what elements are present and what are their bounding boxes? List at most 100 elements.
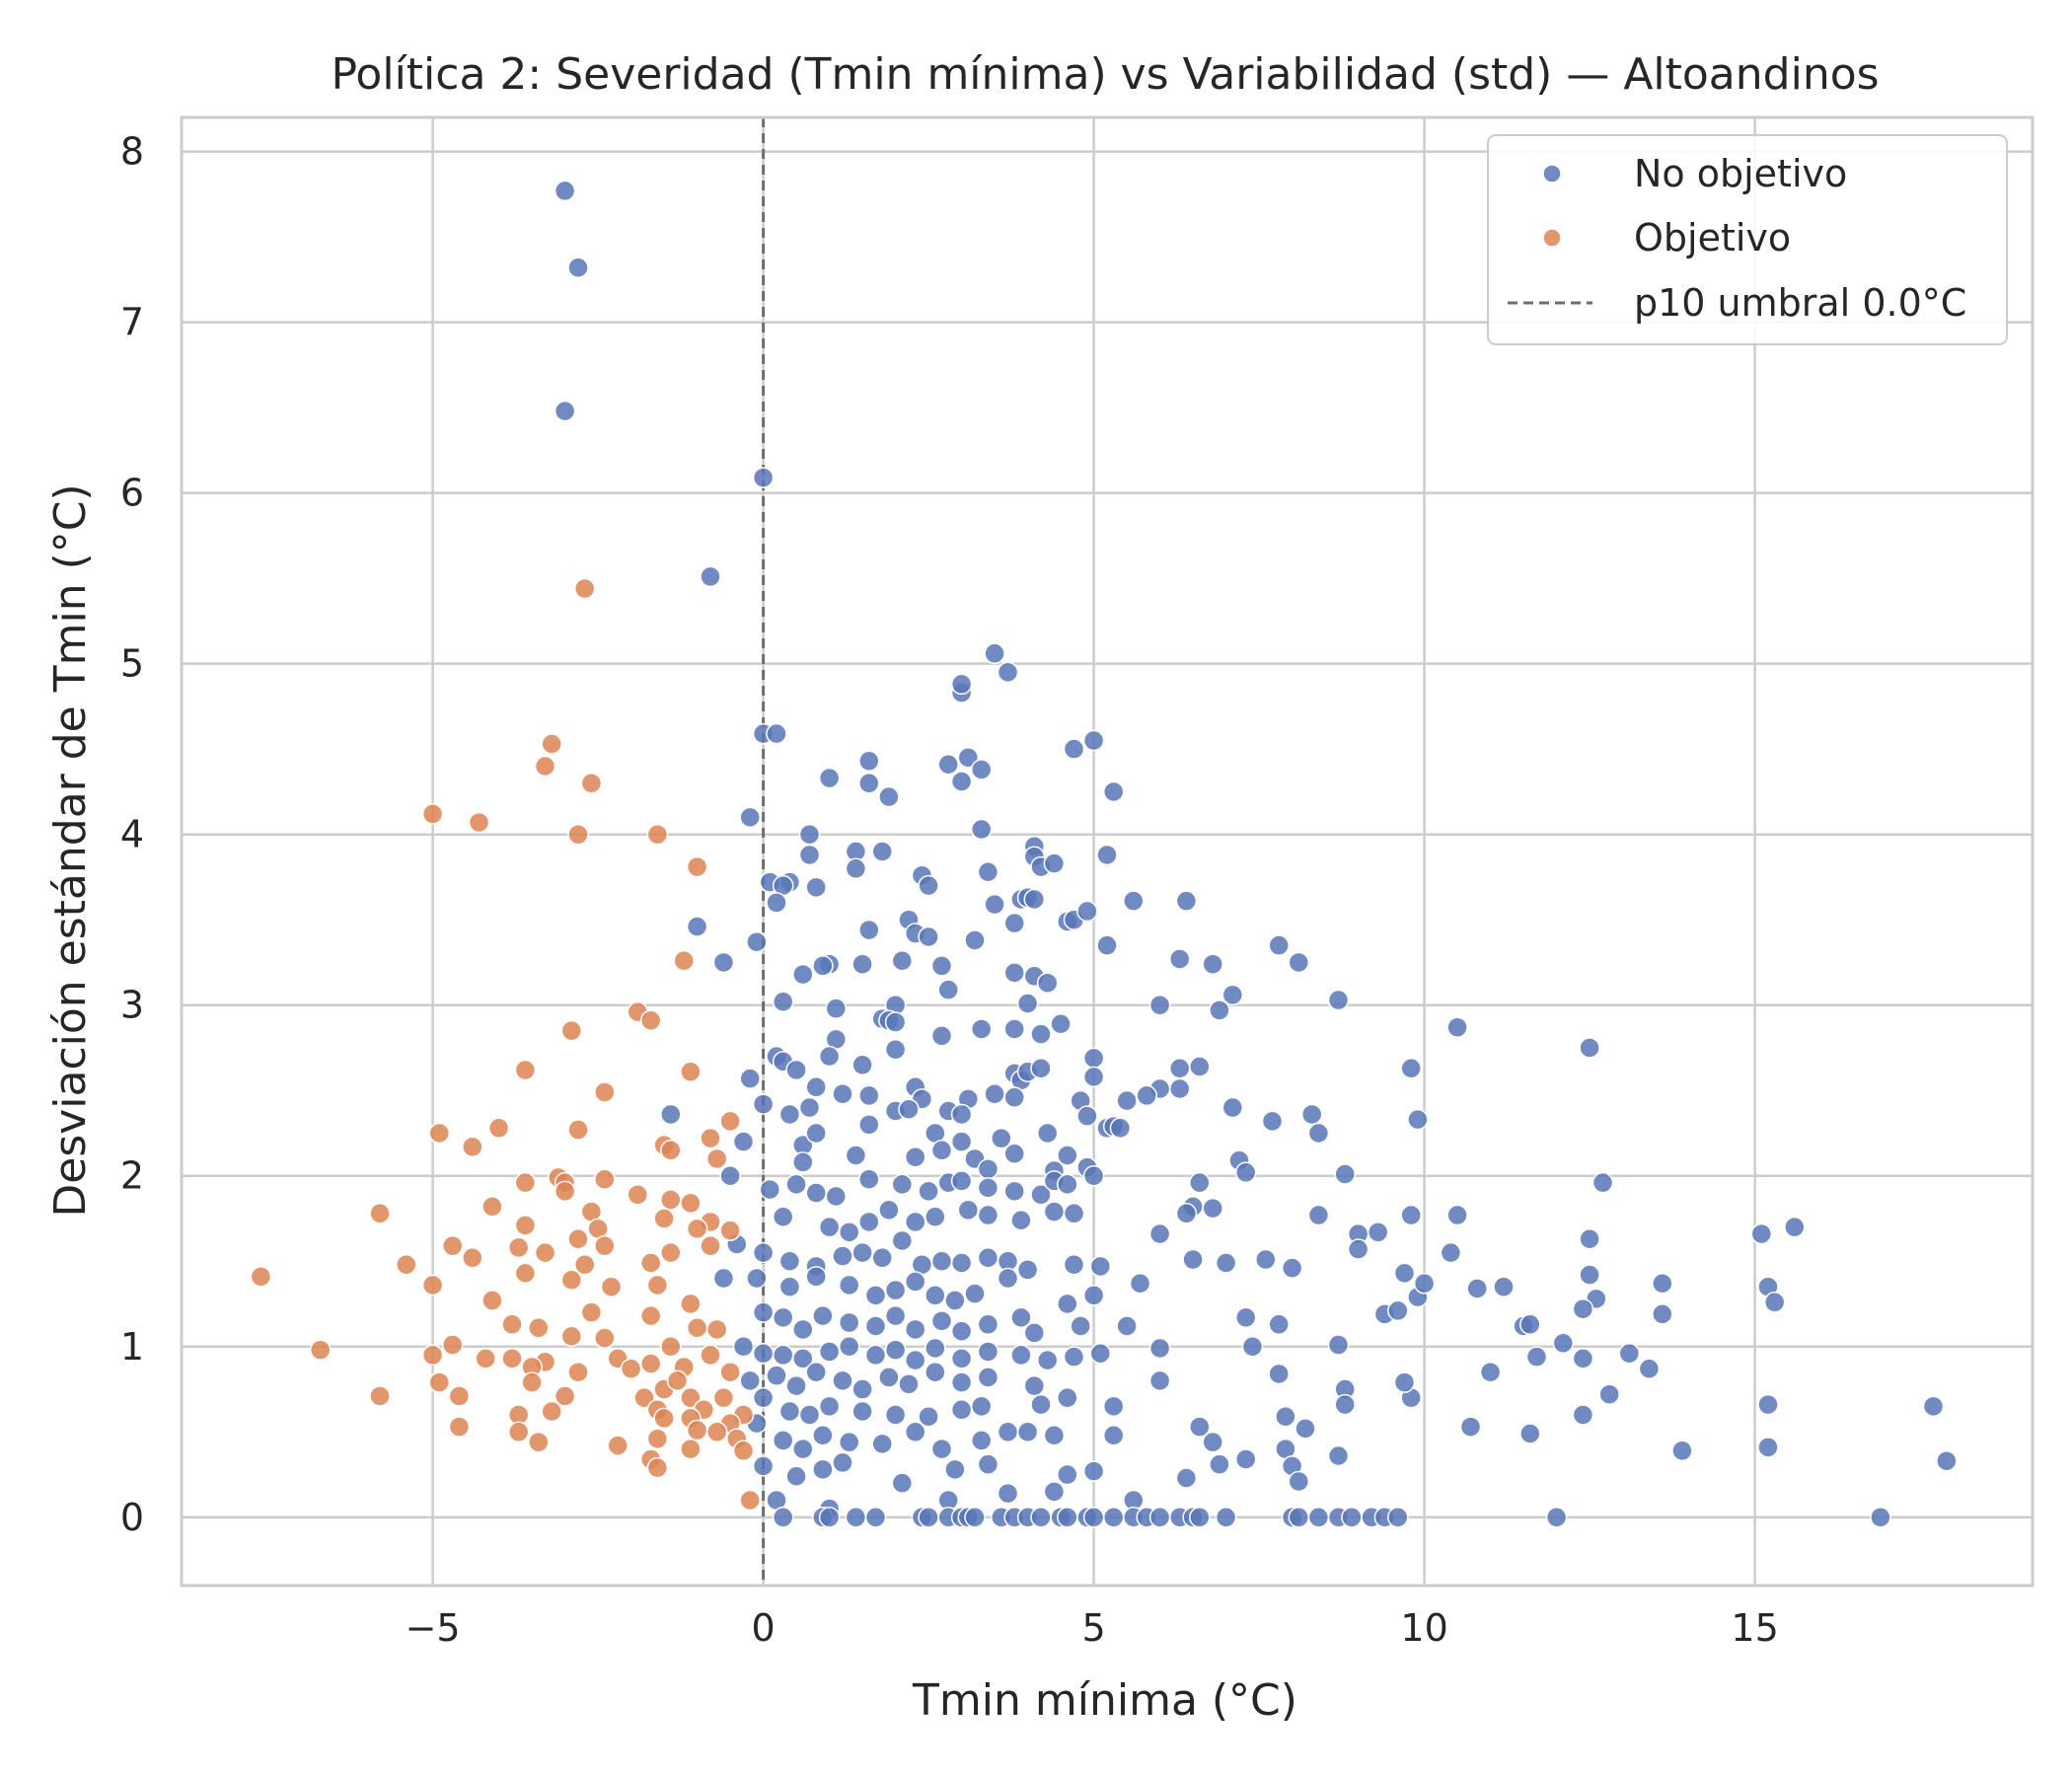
scatter-point (1652, 1272, 1673, 1295)
scatter-point (1268, 1313, 1290, 1336)
scatter-point (746, 930, 768, 953)
scatter-point (858, 773, 880, 794)
scatter-point (950, 1399, 973, 1421)
scatter-point (639, 1252, 662, 1274)
scatter-point (977, 1313, 999, 1336)
scatter-point (1030, 1393, 1052, 1416)
x-tick-label: 15 (1731, 1606, 1778, 1650)
scatter-point (680, 1061, 702, 1082)
scatter-point (1446, 1016, 1468, 1038)
scatter-point (858, 919, 880, 941)
scatter-point (560, 1269, 583, 1292)
scatter-point (746, 1267, 768, 1290)
scatter-point (541, 733, 562, 755)
scatter-point (594, 1081, 616, 1103)
scatter-point (1393, 1262, 1416, 1285)
scatter-point (1215, 1507, 1237, 1528)
scatter-point (507, 1236, 530, 1259)
scatter-point (864, 1507, 887, 1528)
scatter-point (1763, 1292, 1786, 1313)
y-tick-label: 5 (120, 642, 144, 686)
legend-label-no-objetivo: No objetivo (1634, 152, 1847, 195)
scatter-point (1010, 1306, 1032, 1329)
scatter-point (772, 1430, 794, 1451)
scatter-point (812, 955, 834, 977)
scatter-point (772, 1344, 794, 1367)
scatter-point (1168, 948, 1191, 970)
scatter-point (778, 1103, 801, 1126)
scatter-point (772, 1306, 794, 1329)
scatter-point (930, 1310, 953, 1332)
scatter-point (1030, 1023, 1052, 1045)
scatter-point (798, 823, 821, 846)
scatter-point (567, 1228, 589, 1250)
scatter-point (1334, 1163, 1356, 1185)
scatter-point (1446, 1204, 1468, 1226)
scatter-point (1168, 1057, 1191, 1079)
scatter-point (1757, 1437, 1779, 1458)
scatter-point (448, 1416, 471, 1438)
scatter-point (1082, 1507, 1105, 1528)
scatter-point (792, 1348, 814, 1369)
scatter-point (1341, 1507, 1363, 1528)
scatter-point (970, 1395, 993, 1418)
scatter-point (712, 951, 735, 974)
scatter-point (633, 1386, 655, 1409)
scatter-point (977, 1247, 999, 1269)
y-tick-label: 4 (120, 813, 144, 856)
scatter-point (1082, 1460, 1105, 1482)
scatter-point (1036, 1349, 1059, 1371)
scatter-point (660, 1103, 682, 1126)
legend: No objetivo Objetivo p10 umbral 0.0°C (1487, 134, 2008, 345)
scatter-point (1063, 1203, 1085, 1224)
scatter-point (930, 1438, 953, 1460)
scatter-point (719, 1164, 741, 1187)
scatter-point (567, 257, 589, 279)
scatter-point (1288, 1507, 1310, 1528)
scatter-point (1189, 1056, 1211, 1077)
scatter-point (1367, 1221, 1389, 1243)
scatter-point (1215, 1252, 1237, 1274)
scatter-point (627, 1184, 649, 1206)
scatter-point (1598, 1383, 1620, 1405)
scatter-point (950, 1170, 973, 1192)
scatter-point (1136, 1084, 1157, 1107)
scatter-point (884, 1038, 907, 1061)
scatter-point (792, 963, 814, 986)
scatter-point (1579, 1228, 1600, 1250)
scatter-point (448, 1385, 471, 1407)
scatter-point (904, 1421, 926, 1443)
scatter-point (977, 861, 999, 883)
scatter-point (1043, 1481, 1066, 1503)
scatter-point (1010, 1344, 1032, 1367)
scatter-point (250, 1266, 272, 1288)
scatter-point (1493, 1276, 1515, 1297)
scatter-point (766, 722, 787, 745)
scatter-point (752, 1455, 775, 1477)
y-tick-label: 1 (120, 1325, 144, 1369)
scatter-point (1241, 1336, 1264, 1358)
scatter-point (719, 1110, 741, 1133)
scatter-point (964, 1507, 986, 1528)
scatter-point (1070, 1315, 1091, 1337)
scatter-point (1387, 1507, 1409, 1528)
scatter-point (1096, 934, 1118, 956)
scatter-point (851, 1241, 873, 1264)
scatter-point (1591, 1171, 1614, 1194)
scatter-point (639, 1304, 662, 1327)
scatter-point (1400, 1204, 1422, 1226)
scatter-point (680, 1293, 702, 1315)
chart-title: Política 2: Severidad (Tmin mínima) vs V… (331, 49, 1879, 100)
scatter-point (858, 750, 880, 773)
scatter-point (845, 1507, 867, 1528)
scatter-point (950, 1103, 973, 1126)
scatter-point (686, 855, 708, 878)
scatter-point (778, 1400, 801, 1423)
scatter-point (957, 747, 980, 769)
scatter-point (1175, 1203, 1198, 1224)
scatter-point (1407, 1108, 1429, 1131)
scatter-point (930, 955, 953, 977)
scatter-point (1148, 1369, 1171, 1392)
scatter-point (369, 1203, 391, 1224)
scatter-point (475, 1348, 496, 1369)
